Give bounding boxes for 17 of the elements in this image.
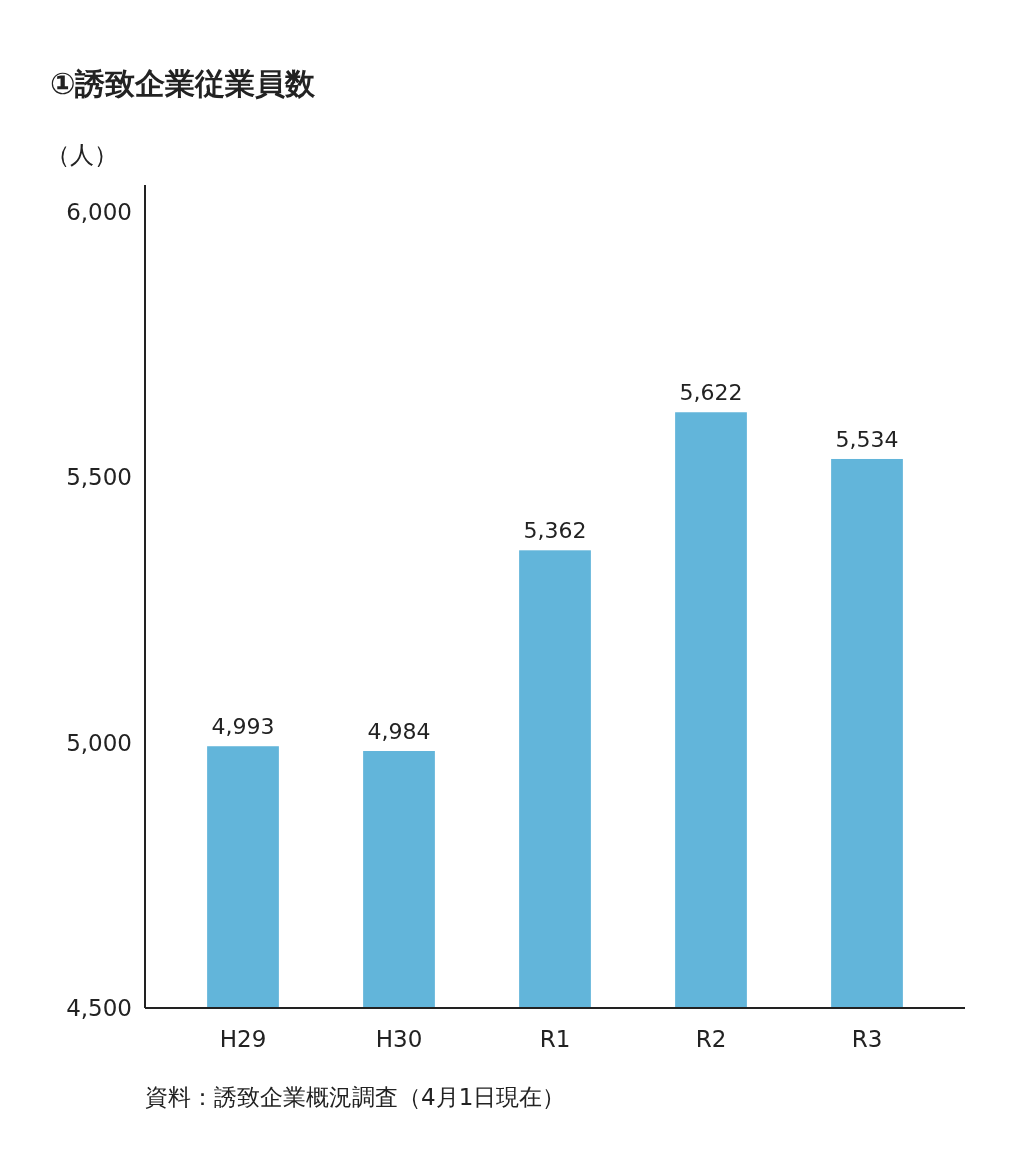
data-label: 5,362 [523, 518, 587, 544]
y-tick-label: 4,500 [66, 995, 132, 1022]
x-tick-label: H30 [375, 1026, 423, 1052]
y-tick-label: 6,000 [66, 198, 132, 225]
x-tick-label: R2 [695, 1026, 727, 1052]
x-tick-label: H29 [219, 1026, 267, 1052]
y-axis-title: （人） [46, 141, 118, 169]
chart-title: ①誘致企業従業員数 [50, 66, 317, 101]
data-label: 4,984 [367, 719, 431, 745]
text: 資料：誘致企業概況調査（4月1日現在） [145, 1084, 566, 1110]
x-tick-label: R3 [851, 1026, 883, 1052]
y-tick-label: 5,000 [66, 729, 132, 756]
x-tick-label: R1 [539, 1026, 571, 1052]
y-tick-label: 5,500 [66, 464, 132, 491]
data-label: 5,534 [835, 426, 899, 452]
data-label: 5,622 [679, 380, 743, 406]
data-label: 4,993 [211, 714, 275, 740]
